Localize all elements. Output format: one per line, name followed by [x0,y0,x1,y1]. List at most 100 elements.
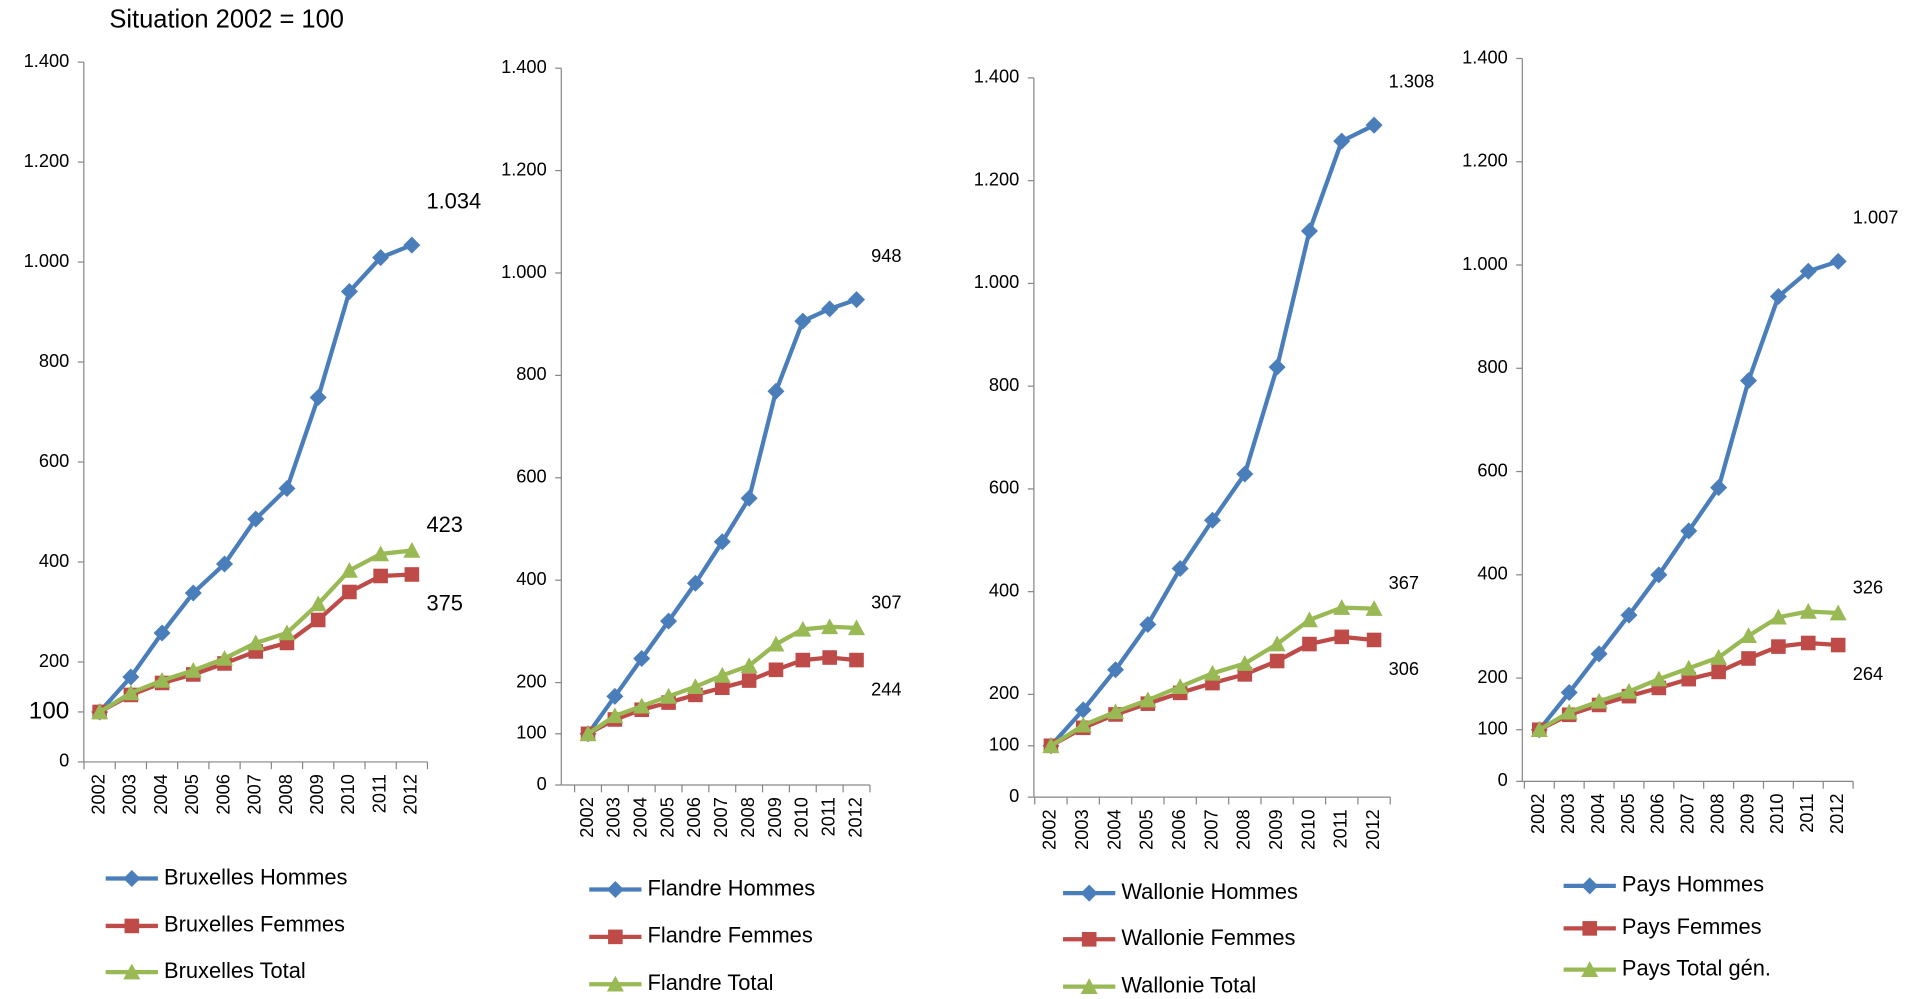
marker [660,612,678,630]
marker [1334,629,1350,645]
x-tick-label: 2012 [401,774,421,815]
x-tick-label: 2002 [577,797,597,838]
y-tick-label: 100 [29,697,70,724]
y-tick-label: 800 [989,375,1019,395]
marker [1582,921,1598,936]
marker [1710,648,1728,665]
x-tick-label: 2006 [684,797,704,838]
marker [1829,252,1847,270]
x-tick-label: 2007 [711,797,731,838]
marker [1581,877,1599,895]
x-tick-label: 2010 [1298,809,1318,850]
y-tick-label: 1.400 [24,51,70,71]
data-label: 306 [1389,659,1419,679]
x-tick-label: 2012 [845,797,865,838]
marker [1830,637,1846,653]
x-tick-label: 2005 [182,774,202,815]
y-tick-label: 1.000 [974,272,1020,292]
y-tick-label: 1.200 [974,169,1020,189]
marker [713,666,731,683]
line-chart: 0 100 200 400 600 800 1.000 1.200 1.400 2002 2003 2… [974,67,1435,998]
marker [309,595,327,612]
legend-label: Flandre Total [648,970,774,995]
data-label: 367 [1389,573,1419,593]
y-tick-label: 1.000 [1462,254,1508,274]
x-tick-label: 2007 [1678,794,1698,835]
x-tick-label: 2006 [213,774,233,815]
marker [1650,670,1668,687]
marker [606,707,624,724]
y-tick-label: 0 [1498,770,1508,790]
marker [1365,116,1383,134]
marker [1236,655,1254,671]
marker [1203,664,1221,681]
marker [372,545,390,562]
marker [1560,684,1578,702]
marker [1139,691,1157,708]
legend-label: Bruxelles Hommes [164,864,347,889]
marker [1080,884,1098,902]
marker [153,624,171,642]
marker [741,673,757,688]
marker [122,684,140,701]
legend-label: Flandre Femmes [648,923,813,948]
marker [373,568,388,584]
x-tick-label: 2003 [604,797,624,838]
marker [1366,632,1382,648]
data-label: 1.034 [426,188,481,213]
y-tick-label: 1.400 [1462,47,1508,67]
marker [247,634,265,651]
y-tick-label: 200 [39,651,69,671]
marker [1333,599,1351,615]
marker [403,236,421,254]
x-tick-label: 2009 [307,774,327,815]
marker [1074,716,1092,733]
marker [216,649,234,666]
marker [660,687,678,704]
marker [1740,372,1758,390]
legend-label: Wallonie Hommes [1121,879,1298,904]
data-label: 948 [871,246,901,266]
x-tick-label: 2009 [765,797,785,838]
marker [740,657,758,673]
y-tick-label: 800 [1477,357,1507,377]
marker [340,561,358,578]
y-tick-label: 1.000 [501,262,547,282]
y-tick-label: 1.000 [24,251,70,271]
marker [278,624,296,641]
data-label: 307 [871,592,901,612]
marker [713,533,731,551]
marker [1333,132,1351,150]
marker [1080,978,1098,994]
marker [579,725,597,742]
line-chart: 0 100 200 400 600 800 1.000 1.200 1.400 2002 2003 2… [501,57,901,995]
x-tick-label: 2002 [1040,809,1060,850]
x-tick-label: 2010 [792,797,812,838]
x-tick-label: 2005 [1618,794,1638,835]
marker [822,650,837,665]
x-tick-label: 2011 [1797,794,1817,833]
y-tick-label: 100 [1477,719,1507,739]
marker [1107,703,1125,720]
data-label: 244 [871,679,901,699]
y-tick-label: 100 [516,723,546,743]
marker [849,652,864,668]
marker [1620,683,1638,699]
marker [794,620,812,637]
marker [1530,721,1548,738]
marker [821,300,839,318]
x-tick-label: 2002 [88,774,108,815]
marker [821,618,839,635]
y-tick-label: 200 [516,671,546,691]
x-tick-label: 2007 [245,774,265,815]
x-tick-label: 2008 [738,797,758,838]
marker [1769,608,1787,625]
marker [1268,358,1286,376]
legend-label: Wallonie Total [1121,972,1256,997]
legend-label: Flandre Hommes [648,875,816,900]
marker [1139,616,1157,634]
marker [633,697,651,714]
marker [1581,961,1599,977]
data-label: 423 [426,512,462,537]
marker [372,249,390,267]
